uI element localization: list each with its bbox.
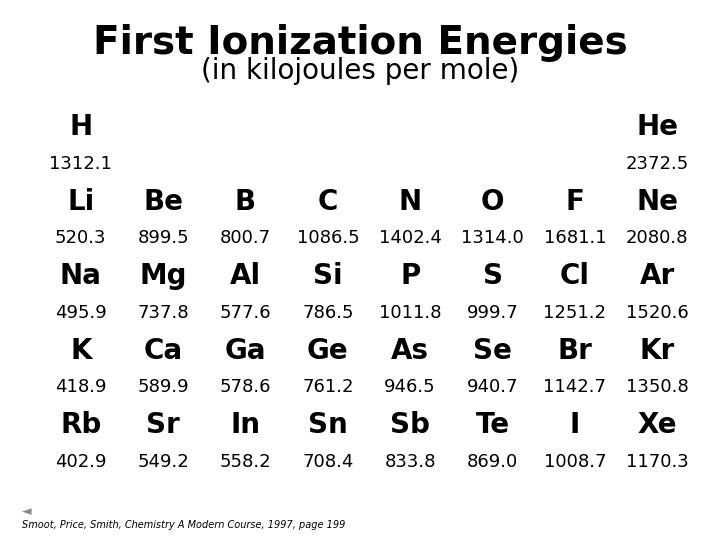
Text: 999.7: 999.7 — [467, 303, 518, 322]
Text: S: S — [482, 262, 503, 290]
Text: First Ionization Energies: First Ionization Energies — [93, 24, 627, 62]
Text: 577.6: 577.6 — [220, 303, 271, 322]
Text: 761.2: 761.2 — [302, 378, 354, 396]
Text: 800.7: 800.7 — [220, 229, 271, 247]
Text: Si: Si — [313, 262, 343, 290]
Text: K: K — [70, 337, 91, 364]
Text: Ca: Ca — [143, 337, 183, 364]
Text: O: O — [481, 188, 504, 215]
Text: 495.9: 495.9 — [55, 303, 107, 322]
Text: Sb: Sb — [390, 411, 430, 439]
Text: 1008.7: 1008.7 — [544, 453, 606, 471]
Text: 418.9: 418.9 — [55, 378, 107, 396]
Text: 1170.3: 1170.3 — [626, 453, 688, 471]
Text: 899.5: 899.5 — [138, 229, 189, 247]
Text: C: C — [318, 188, 338, 215]
Text: Be: Be — [143, 188, 183, 215]
Text: In: In — [230, 411, 261, 439]
Text: 589.9: 589.9 — [138, 378, 189, 396]
Text: 833.8: 833.8 — [384, 453, 436, 471]
Text: 1520.6: 1520.6 — [626, 303, 688, 322]
Text: Xe: Xe — [637, 411, 677, 439]
Text: 578.6: 578.6 — [220, 378, 271, 396]
Text: 402.9: 402.9 — [55, 453, 107, 471]
Text: 1251.2: 1251.2 — [544, 303, 606, 322]
Text: 558.2: 558.2 — [220, 453, 271, 471]
Text: 786.5: 786.5 — [302, 303, 354, 322]
Text: N: N — [399, 188, 422, 215]
Text: Rb: Rb — [60, 411, 102, 439]
Text: Na: Na — [60, 262, 102, 290]
Text: 946.5: 946.5 — [384, 378, 436, 396]
Text: Se: Se — [473, 337, 512, 364]
Text: (in kilojoules per mole): (in kilojoules per mole) — [201, 57, 519, 85]
Text: 708.4: 708.4 — [302, 453, 354, 471]
Text: Mg: Mg — [140, 262, 187, 290]
Text: 520.3: 520.3 — [55, 229, 107, 247]
Text: Ge: Ge — [307, 337, 348, 364]
Text: Ne: Ne — [636, 188, 678, 215]
Text: He: He — [636, 113, 678, 141]
Text: Smoot, Price, Smith, Chemistry A Modern Course, 1997, page 199: Smoot, Price, Smith, Chemistry A Modern … — [22, 520, 345, 530]
Text: Ar: Ar — [639, 262, 675, 290]
Text: ◄: ◄ — [22, 505, 31, 518]
Text: H: H — [69, 113, 92, 141]
Text: Sn: Sn — [308, 411, 348, 439]
Text: 1402.4: 1402.4 — [379, 229, 441, 247]
Text: Al: Al — [230, 262, 261, 290]
Text: 1086.5: 1086.5 — [297, 229, 359, 247]
Text: I: I — [570, 411, 580, 439]
Text: 549.2: 549.2 — [138, 453, 189, 471]
Text: 2080.8: 2080.8 — [626, 229, 688, 247]
Text: 869.0: 869.0 — [467, 453, 518, 471]
Text: 940.7: 940.7 — [467, 378, 518, 396]
Text: 2372.5: 2372.5 — [626, 154, 689, 173]
Text: 1681.1: 1681.1 — [544, 229, 606, 247]
Text: 1011.8: 1011.8 — [379, 303, 441, 322]
Text: 1312.1: 1312.1 — [50, 154, 112, 173]
Text: Sr: Sr — [146, 411, 180, 439]
Text: 1142.7: 1142.7 — [544, 378, 606, 396]
Text: Te: Te — [475, 411, 510, 439]
Text: Ga: Ga — [225, 337, 266, 364]
Text: Kr: Kr — [639, 337, 675, 364]
Text: Br: Br — [557, 337, 593, 364]
Text: P: P — [400, 262, 420, 290]
Text: Cl: Cl — [560, 262, 590, 290]
Text: 737.8: 737.8 — [138, 303, 189, 322]
Text: Li: Li — [67, 188, 94, 215]
Text: As: As — [391, 337, 429, 364]
Text: 1350.8: 1350.8 — [626, 378, 688, 396]
Text: B: B — [235, 188, 256, 215]
Text: F: F — [565, 188, 585, 215]
Text: 1314.0: 1314.0 — [461, 229, 524, 247]
